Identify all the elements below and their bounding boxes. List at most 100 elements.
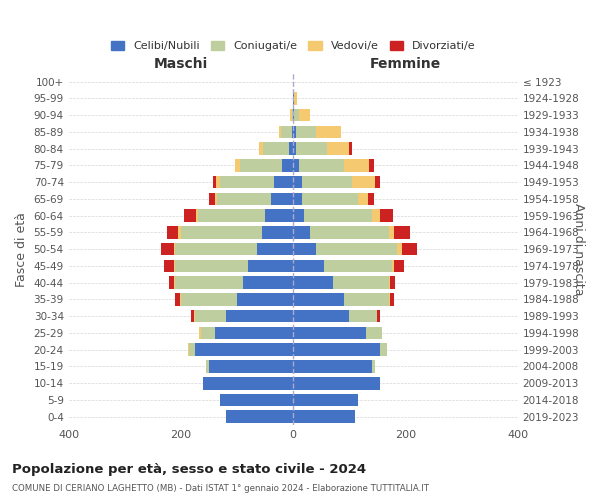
Bar — [327, 142, 349, 155]
Bar — [174, 276, 175, 289]
Bar — [293, 243, 316, 256]
Y-axis label: Fasce di età: Fasce di età — [15, 212, 28, 286]
Bar — [248, 260, 293, 272]
Bar — [181, 226, 262, 238]
Bar — [302, 192, 358, 205]
Bar — [281, 126, 292, 138]
Bar — [293, 92, 295, 104]
Bar — [304, 210, 372, 222]
Bar — [332, 276, 389, 289]
Bar — [293, 410, 355, 423]
Bar — [293, 260, 324, 272]
Bar — [293, 226, 310, 238]
Bar — [206, 360, 209, 373]
Bar — [368, 192, 374, 205]
Bar — [293, 176, 302, 188]
Bar — [174, 260, 175, 272]
Bar — [180, 293, 181, 306]
Bar — [296, 126, 316, 138]
Bar — [178, 226, 181, 238]
Bar — [293, 276, 332, 289]
Bar — [259, 142, 263, 155]
Bar — [316, 243, 397, 256]
Bar — [262, 226, 293, 238]
Bar — [209, 360, 293, 373]
Bar — [184, 210, 196, 222]
Bar — [295, 109, 299, 122]
Bar — [237, 293, 293, 306]
Bar — [374, 176, 380, 188]
Bar — [296, 142, 327, 155]
Bar — [292, 109, 293, 122]
Bar — [216, 176, 220, 188]
Bar — [215, 192, 217, 205]
Bar — [198, 210, 265, 222]
Bar — [293, 377, 380, 390]
Bar — [366, 326, 382, 339]
Bar — [175, 243, 257, 256]
Bar — [175, 276, 243, 289]
Bar — [282, 159, 293, 172]
Text: Femmine: Femmine — [370, 58, 441, 71]
Bar — [293, 109, 295, 122]
Bar — [349, 142, 352, 155]
Bar — [181, 293, 237, 306]
Bar — [293, 360, 372, 373]
Bar — [293, 210, 304, 222]
Bar — [265, 210, 293, 222]
Text: Popolazione per età, sesso e stato civile - 2024: Popolazione per età, sesso e stato civil… — [12, 462, 366, 475]
Bar — [358, 192, 368, 205]
Bar — [389, 226, 394, 238]
Bar — [240, 159, 282, 172]
Text: COMUNE DI CERIANO LAGHETTO (MB) - Dati ISTAT 1° gennaio 2024 - Elaborazione TUTT: COMUNE DI CERIANO LAGHETTO (MB) - Dati I… — [12, 484, 429, 493]
Bar — [263, 142, 289, 155]
Bar — [195, 310, 226, 322]
Bar — [194, 310, 195, 322]
Bar — [372, 360, 374, 373]
Bar — [164, 260, 174, 272]
Bar — [349, 310, 377, 322]
Bar — [213, 176, 216, 188]
Bar — [293, 344, 380, 356]
Bar — [369, 159, 374, 172]
Bar — [344, 159, 369, 172]
Bar — [290, 109, 292, 122]
Bar — [295, 92, 297, 104]
Bar — [173, 243, 175, 256]
Bar — [293, 142, 296, 155]
Bar — [293, 394, 358, 406]
Bar — [390, 293, 394, 306]
Bar — [352, 176, 374, 188]
Bar — [175, 293, 180, 306]
Bar — [380, 344, 387, 356]
Bar — [392, 260, 394, 272]
Bar — [344, 293, 389, 306]
Bar — [293, 126, 296, 138]
Bar — [278, 126, 281, 138]
Bar — [299, 159, 344, 172]
Bar — [389, 293, 390, 306]
Bar — [226, 410, 293, 423]
Bar — [293, 293, 344, 306]
Bar — [191, 310, 194, 322]
Bar — [293, 326, 366, 339]
Bar — [390, 276, 395, 289]
Bar — [377, 310, 380, 322]
Bar — [274, 176, 293, 188]
Bar — [380, 210, 392, 222]
Bar — [293, 192, 302, 205]
Bar — [243, 276, 293, 289]
Y-axis label: Anni di nascita: Anni di nascita — [572, 203, 585, 296]
Bar — [293, 159, 299, 172]
Bar — [220, 176, 274, 188]
Bar — [316, 126, 341, 138]
Bar — [199, 326, 200, 339]
Bar — [188, 344, 190, 356]
Bar — [209, 192, 215, 205]
Bar — [167, 226, 178, 238]
Bar — [175, 260, 248, 272]
Bar — [293, 310, 349, 322]
Bar — [161, 243, 173, 256]
Bar — [389, 276, 390, 289]
Bar — [394, 226, 410, 238]
